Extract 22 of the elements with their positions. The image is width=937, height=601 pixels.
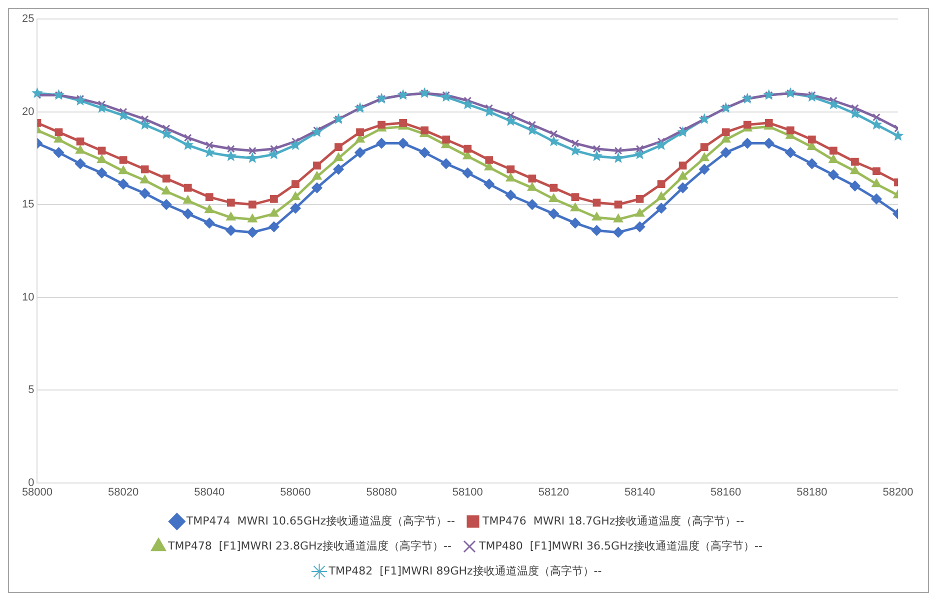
legend-label: TMP478 [F1]MWRI 23.8GHz接收通道温度（高字节）--: [167, 539, 452, 552]
x-tick-label: 58160: [710, 486, 742, 498]
y-tick-label: 10: [22, 291, 34, 304]
legend-label: TMP480 [F1]MWRI 36.5GHz接收通道温度（高字节）--: [478, 539, 763, 552]
x-tick-label: 58080: [366, 486, 397, 498]
x-tick-label: 58100: [452, 486, 483, 498]
x-tick-label: 58020: [108, 486, 139, 498]
x-tick-label: 58140: [624, 486, 656, 498]
x-tick-label: 58040: [194, 486, 225, 498]
y-tick-label: 25: [22, 13, 34, 26]
x-tick-label: 58060: [280, 486, 311, 498]
y-tick-label: 5: [28, 384, 34, 396]
y-tick-label: 20: [22, 106, 34, 118]
x-tick-label: 58120: [538, 486, 569, 498]
x-tick-label: 58180: [796, 486, 828, 498]
x-tick-label: 58000: [22, 486, 53, 498]
legend-label: TMP474 MWRI 10.65GHz接收通道温度（高字节）--: [185, 514, 456, 528]
y-tick-label: 0: [28, 476, 34, 489]
x-tick-label: 58200: [882, 486, 914, 498]
y-tick-label: 15: [22, 198, 34, 211]
legend-label: TMP476 MWRI 18.7GHz接收通道温度（高字节）--: [482, 514, 744, 528]
legend-label: TMP482 [F1]MWRI 89GHz接收通道温度（高字节）--: [328, 564, 602, 578]
